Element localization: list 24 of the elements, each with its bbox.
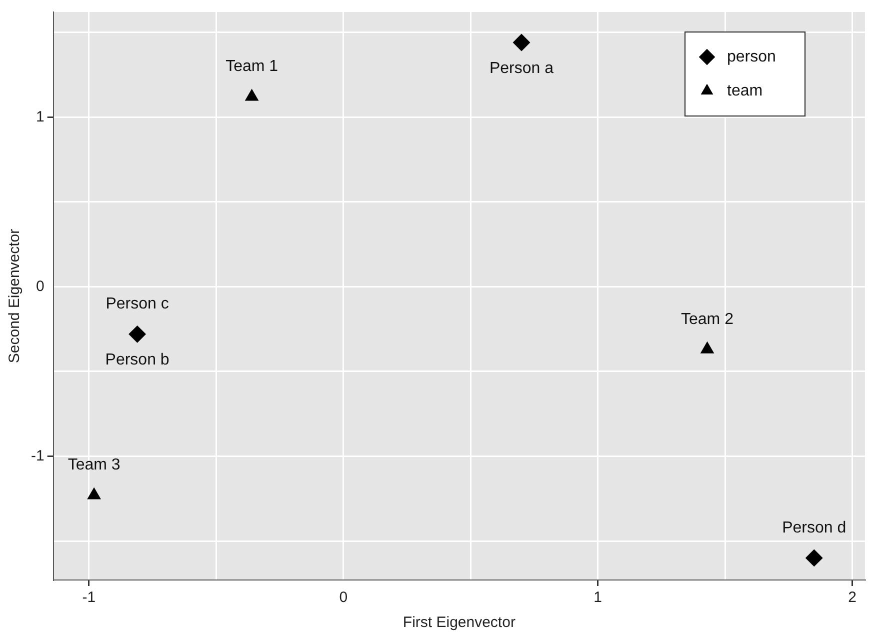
x-tick-label: 1 [594,589,602,606]
point [806,549,823,566]
point [245,89,258,101]
point [87,488,101,500]
x-tick-label: 0 [339,589,348,606]
annotation: Person b [105,352,170,369]
x-tick-label: -1 [82,589,96,606]
x-axis-title: First Eigenvector [402,614,516,632]
legend-label: team [727,82,763,100]
x-tick-label: 2 [848,589,856,606]
annotation: Person a [489,60,554,77]
legend-label: person [727,48,776,66]
y-tick-label: -1 [30,447,44,464]
y-axis-title: Second Eigenvector [6,228,24,364]
y-tick-label: 1 [36,108,44,126]
y-tick-label: 0 [36,278,44,295]
point [513,34,530,52]
annotation: Team 2 [681,310,734,328]
annotation: Person c [106,296,169,313]
point [700,342,714,354]
point [128,326,146,343]
annotation: Person d [782,519,846,536]
annotation: Team 1 [226,58,278,76]
annotation: Team 3 [68,456,120,474]
